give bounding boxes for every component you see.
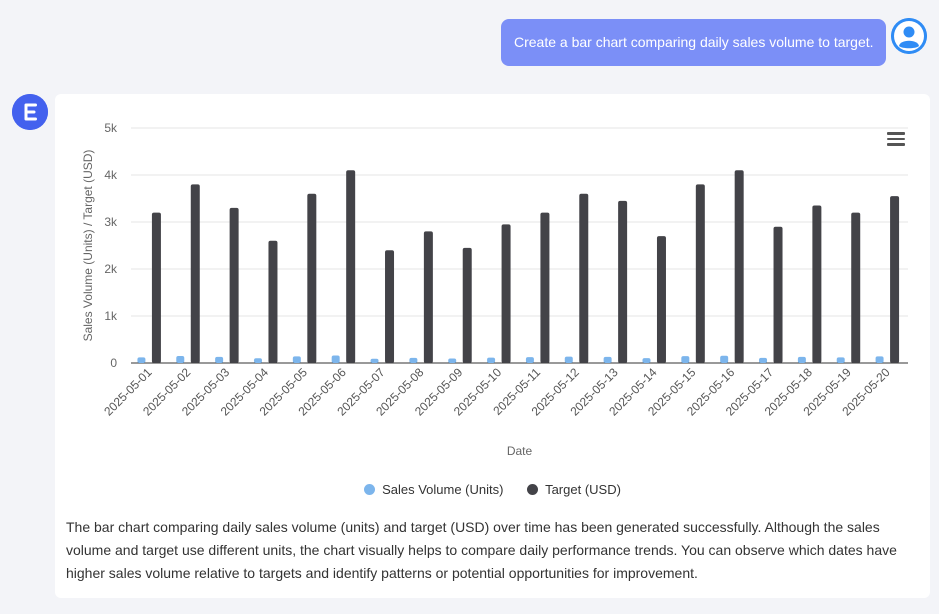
bar-sales-volume <box>720 355 729 363</box>
bar-target <box>229 207 239 363</box>
bar-sales-volume <box>564 356 573 363</box>
assistant-logo-icon <box>12 94 48 130</box>
bar-target <box>656 236 666 363</box>
bar-target <box>695 184 705 363</box>
x-axis-title: Date <box>507 444 533 458</box>
bar-sales-volume <box>797 356 806 363</box>
y-axis-title: Sales Volume (Units) / Target (USD) <box>81 150 95 342</box>
bar-sales-volume <box>487 357 496 363</box>
bar-sales-volume <box>603 356 612 363</box>
bar-target <box>346 170 356 363</box>
bar-target <box>501 224 511 363</box>
response-text: The bar chart comparing daily sales volu… <box>66 519 897 581</box>
bar-sales-volume <box>253 358 262 363</box>
bar-target <box>307 193 317 363</box>
legend-marker-sales <box>364 484 376 495</box>
bar-target <box>618 200 628 363</box>
bar-sales-volume <box>370 358 379 363</box>
bar-sales-volume <box>681 356 690 363</box>
legend-item-target[interactable]: Target (USD) <box>527 482 621 497</box>
hamburger-menu-icon <box>887 132 905 135</box>
legend-label-sales: Sales Volume (Units) <box>382 482 504 497</box>
user-avatar-icon[interactable] <box>891 18 927 54</box>
legend-marker-target <box>527 484 539 495</box>
bar-sales-volume <box>331 355 340 363</box>
bar-chart: 01k2k3k4k5k2025-05-012025-05-022025-05-0… <box>81 121 908 458</box>
bar-target <box>540 212 550 363</box>
bar-sales-volume <box>215 356 224 363</box>
bar-target <box>773 226 783 363</box>
chart-legend: Sales Volume (Units) Target (USD) <box>55 482 930 498</box>
bar-sales-volume <box>875 356 884 363</box>
user-message-bubble: Create a bar chart comparing daily sales… <box>501 19 886 66</box>
y-tick-label: 1k <box>104 309 118 323</box>
bar-target <box>579 193 589 363</box>
bar-sales-volume <box>759 357 768 363</box>
bar-sales-volume <box>176 355 185 363</box>
bar-target <box>734 170 744 363</box>
assistant-response-card: 0 1k 2k 3k 4k 5k 2025-05-01 2025-05-02 2025-05-0… <box>55 94 930 598</box>
bar-target <box>812 205 822 363</box>
legend-label-target: Target (USD) <box>545 482 621 497</box>
bar-target <box>423 231 433 363</box>
bar-sales-volume <box>525 357 534 363</box>
chart-menu-button[interactable] <box>887 132 905 146</box>
bar-sales-volume <box>448 358 457 363</box>
y-tick-label: 3k <box>104 215 118 229</box>
bar-target <box>385 250 395 363</box>
bar-sales-volume <box>292 356 301 363</box>
y-tick-label: 5k <box>104 121 118 135</box>
bar-sales-volume <box>409 357 418 363</box>
bar-target <box>268 240 278 363</box>
y-tick-label: 0 <box>110 356 117 370</box>
bar-target <box>462 247 472 363</box>
bar-sales-volume <box>137 357 146 363</box>
bar-target <box>151 212 161 363</box>
bar-sales-volume <box>836 357 845 363</box>
y-tick-label: 4k <box>104 168 118 182</box>
bar-target <box>851 212 861 363</box>
bar-target <box>890 196 900 363</box>
bar-target <box>190 184 200 363</box>
legend-item-sales[interactable]: Sales Volume (Units) <box>364 482 503 497</box>
y-tick-label: 2k <box>104 262 118 276</box>
bar-sales-volume <box>642 358 651 363</box>
